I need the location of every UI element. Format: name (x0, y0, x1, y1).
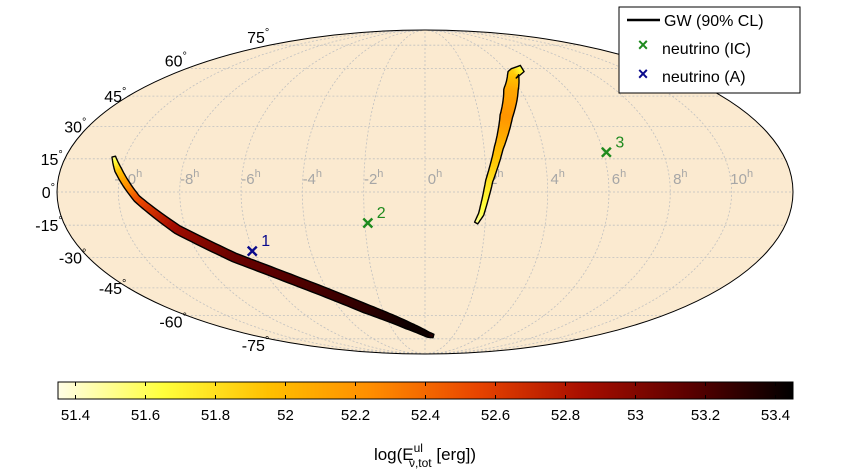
colorbar: 51.4 51.6 51.8 52 52.2 52.4 52.6 52.8 53 53.2 53.4… (57, 381, 794, 470)
dec-tick-label: 45° (104, 86, 126, 106)
coordinate-grid (57, 30, 793, 354)
dec-tick-label: -60° (159, 312, 187, 332)
gw-regions (111, 64, 525, 339)
dec-tick-label: 30° (64, 117, 86, 137)
dec-tick-label: -45° (99, 278, 127, 298)
neutrino-x (246, 245, 258, 257)
colorbar-label: log(Eul ν,tot [erg]) (374, 441, 476, 470)
grid-meridian (363, 30, 426, 354)
sky-border (56, 29, 794, 355)
ra-tick-label: -2h (364, 168, 383, 188)
svg-text:45°: 45° (104, 86, 126, 106)
dec-tick-label: 60° (165, 51, 187, 71)
dec-tick-label: 15° (41, 149, 63, 169)
svg-text:60°: 60° (165, 51, 187, 71)
ra-tick-label: -4h (303, 168, 322, 188)
grid-meridian (240, 30, 426, 354)
svg-text:-60°: -60° (159, 312, 187, 332)
colorbar-tick-label: 53.4 (761, 407, 790, 424)
legend-x-swatch-ic: × (638, 35, 649, 55)
colorbar-tick-label: 51.4 (61, 407, 90, 424)
neutrino-markers: 1 2 3 (246, 134, 624, 257)
gw-region-north-arc (473, 64, 525, 225)
grid-meridian (179, 30, 426, 354)
svg-text:30°: 30° (64, 117, 86, 137)
legend-box (618, 6, 801, 94)
neutrino-label: 3 (615, 134, 624, 151)
colorbar-tick-label: 53.2 (691, 407, 720, 424)
svg-text:-45°: -45° (99, 278, 127, 298)
dec-tick-label: -15° (35, 215, 63, 235)
neutrino-marker-2: 2 (362, 205, 386, 229)
colorbar-label-sub: ν,tot (409, 456, 432, 470)
neutrino-x (601, 146, 612, 158)
ra-tick-label: 6h (612, 168, 626, 188)
svg-text:-15°: -15° (35, 215, 63, 235)
ra-tick-label: -6h (241, 168, 260, 188)
dec-tick-label: -75° (242, 335, 270, 355)
gw-region-south-arc (111, 155, 435, 339)
svg-text:75°: 75° (247, 27, 269, 47)
gw-contour (473, 64, 525, 225)
svg-text:-30°: -30° (59, 247, 87, 267)
ra-tick-label: 8h (673, 168, 687, 188)
colorbar-label-sup: ul (414, 441, 423, 455)
legend: × × GW (90% CL) neutrino (IC) neutrino (… (618, 6, 801, 94)
svg-text:15°: 15° (41, 149, 63, 169)
colorbar-tick-label: 52 (277, 407, 294, 424)
neutrino-label: 1 (261, 233, 270, 250)
neutrino-marker-3: 3 (601, 134, 624, 158)
legend-label-neutrino-a: neutrino (A) (662, 69, 746, 86)
colorbar-tick-label: 52.4 (411, 407, 440, 424)
colorbar-tick-label: 51.6 (131, 407, 160, 424)
gw-contour (111, 155, 435, 339)
legend-label-neutrino-ic: neutrino (IC) (662, 41, 751, 58)
dec-tick-label: 0° (42, 182, 55, 202)
ra-tick-label: 10h (730, 168, 753, 188)
grid-meridian (424, 30, 733, 354)
legend-label-gw: GW (90% CL) (664, 13, 764, 30)
colorbar-tick-label: 52.8 (551, 407, 580, 424)
dec-tick-labels: 75° 60° 45° 30°15° 0° -15° -30° -45° -60° -75° (35, 27, 269, 355)
dec-tick-label: -30° (59, 247, 87, 267)
colorbar-tick-label: 52.2 (341, 407, 370, 424)
colorbar-ticks: 51.4 51.6 51.8 52 52.2 52.4 52.6 52.8 53 53.2 53.4 (61, 382, 790, 424)
grid-meridian (424, 30, 549, 354)
svg-text:0°: 0° (42, 182, 55, 202)
ra-tick-labels: 10h8h6h4h2h0h-2h-4h-6h-8h-10h (114, 168, 753, 188)
colorbar-tick-label: 51.8 (201, 407, 230, 424)
colorbar-label-suffix: [erg]) (432, 445, 476, 464)
colorbar-label-prefix: log(E (374, 445, 414, 464)
ra-tick-label: 4h (550, 168, 564, 188)
neutrino-label: 2 (377, 205, 386, 222)
ra-tick-label: 0h (428, 168, 442, 188)
legend-x-swatch-a: × (638, 64, 649, 84)
neutrino-x (362, 217, 374, 229)
colorbar-tick-label: 52.6 (481, 407, 510, 424)
colorbar-tick-label: 53 (627, 407, 644, 424)
neutrino-marker-1: 1 (246, 233, 270, 257)
svg-text:-75°: -75° (242, 335, 270, 355)
ra-tick-label: -8h (180, 168, 199, 188)
dec-tick-label: 75° (247, 27, 269, 47)
